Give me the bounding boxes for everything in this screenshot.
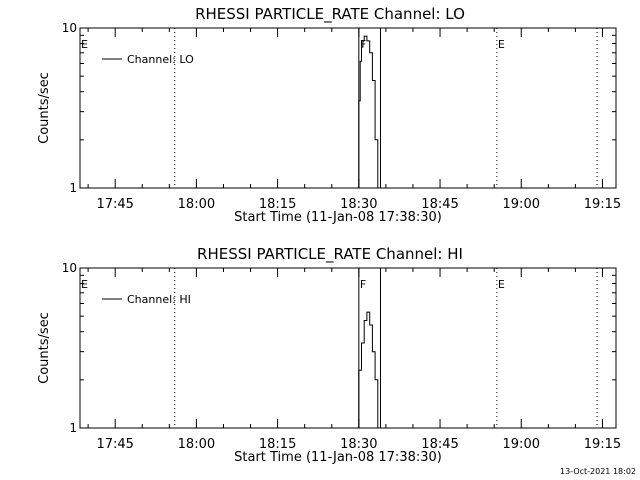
x-axis-label: Start Time (11-Jan-08 17:38:30) (234, 450, 442, 465)
x-tick-label: 17:45 (96, 197, 133, 212)
event-marker-label: E (81, 38, 88, 51)
y-tick-label: 1 (69, 181, 77, 195)
x-tick-label: 18:00 (178, 437, 215, 452)
y-axis-label: Counts/sec (37, 72, 52, 144)
legend-label: Channel: HI (127, 293, 191, 306)
x-tick-label: 18:15 (259, 437, 296, 452)
x-tick-label: 18:30 (340, 197, 377, 212)
y-axis-label: Counts/sec (37, 312, 52, 384)
x-tick-label: 17:45 (96, 437, 133, 452)
x-tick-label: 18:30 (340, 437, 377, 452)
legend-label: Channel: LO (127, 53, 194, 66)
footer-timestamp: 13-Oct-2021 18:02 (560, 467, 636, 476)
plot-frame (79, 27, 617, 189)
y-tick-label: 10 (62, 261, 77, 275)
x-tick-label: 18:15 (259, 197, 296, 212)
x-tick-label: 19:15 (584, 437, 621, 452)
x-tick-label: 19:00 (503, 197, 540, 212)
event-marker-label: E (81, 278, 88, 291)
x-tick-label: 18:45 (421, 437, 458, 452)
x-tick-label: 18:45 (421, 197, 458, 212)
x-tick-label: 18:00 (178, 197, 215, 212)
chart-title: RHESSI PARTICLE_RATE Channel: HI (197, 245, 463, 264)
y-tick-label: 1 (69, 421, 77, 435)
event-marker-label: E (498, 278, 505, 291)
event-marker-label: E (498, 38, 505, 51)
plot-frame (79, 267, 617, 429)
event-marker-label: F (360, 278, 366, 291)
series-line (356, 311, 379, 429)
y-tick-label: 10 (62, 21, 77, 35)
chart-title: RHESSI PARTICLE_RATE Channel: LO (195, 5, 465, 24)
x-axis-label: Start Time (11-Jan-08 17:38:30) (234, 210, 442, 225)
series-line (356, 35, 379, 189)
x-tick-label: 19:00 (503, 437, 540, 452)
x-tick-label: 19:15 (584, 197, 621, 212)
